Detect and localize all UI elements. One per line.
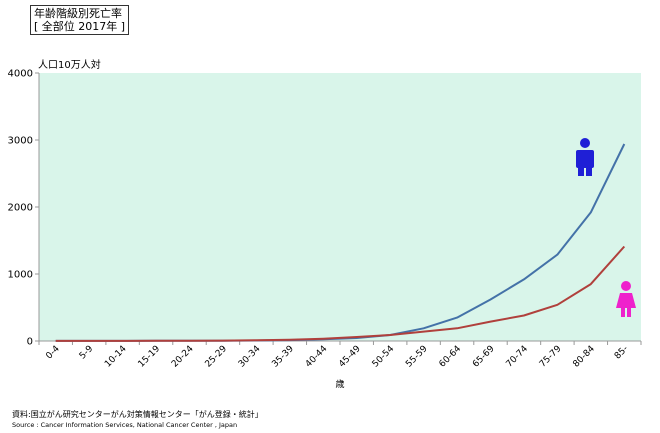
plot-area — [39, 73, 641, 341]
x-tick-label: 65-69 — [471, 344, 497, 370]
male-figure-icon-leg — [586, 167, 592, 176]
x-tick-label: 45-49 — [337, 344, 363, 370]
series-line-female — [55, 245, 626, 342]
female-figure-icon-head — [621, 281, 631, 291]
source-en: Source : Cancer Information Services, Na… — [12, 421, 238, 429]
x-tick-label: 70-74 — [504, 344, 530, 370]
x-tick-label: 50-54 — [371, 344, 397, 370]
male-figure-icon-leg — [578, 167, 584, 176]
x-tick-label: 80-84 — [571, 344, 597, 370]
y-tick-label: 1000 — [8, 270, 33, 281]
x-axis-label: 歳 — [335, 378, 344, 390]
x-tick-label: 75-79 — [538, 344, 564, 370]
chart-title: 年齢階級別死亡率 — [34, 7, 122, 20]
female-figure-icon-leg — [627, 308, 631, 317]
x-tick-label: 5-9 — [78, 344, 96, 362]
y-axis-label: 人口10万人対 — [38, 60, 101, 71]
x-tick-label: 0-4 — [44, 344, 62, 362]
x-tick-label: 60-64 — [438, 344, 464, 370]
x-tick-label: 85- — [613, 344, 630, 361]
source-note: 資料:国立がん研究センターがん対策情報センター「がん登録・統計」 Source … — [12, 410, 263, 430]
x-tick-label: 15-19 — [137, 344, 163, 370]
male-figure-icon-body — [576, 150, 594, 168]
male-figure-icon-head — [580, 138, 590, 148]
x-tick-label: 25-29 — [203, 344, 229, 370]
x-tick-label: 10-14 — [103, 344, 129, 370]
line-chart: 0 1000 2000 3000 4000 0-4 5-9 10-14 15-19 20-24 25… — [8, 69, 642, 390]
female-figure-icon-leg — [621, 308, 625, 317]
female-figure-icon-dress — [616, 293, 636, 308]
x-tick-label: 40-44 — [304, 344, 330, 370]
x-tick-label: 55-59 — [404, 344, 430, 370]
y-tick-label: 0 — [27, 337, 33, 348]
chart-title-box: 年齢階級別死亡率 [ 全部位 2017年 ] — [30, 5, 130, 35]
source-ja: 資料:国立がん研究センターがん対策情報センター「がん登録・統計」 — [12, 410, 263, 419]
x-tick-label: 30-34 — [237, 344, 263, 370]
y-tick-label: 4000 — [8, 69, 33, 80]
x-tick-label: 35-39 — [270, 344, 296, 370]
x-tick-label: 20-24 — [170, 344, 196, 370]
chart-subtitle: [ 全部位 2017年 ] — [34, 20, 126, 33]
y-tick-label: 3000 — [8, 136, 33, 147]
y-tick-label: 2000 — [8, 203, 33, 214]
